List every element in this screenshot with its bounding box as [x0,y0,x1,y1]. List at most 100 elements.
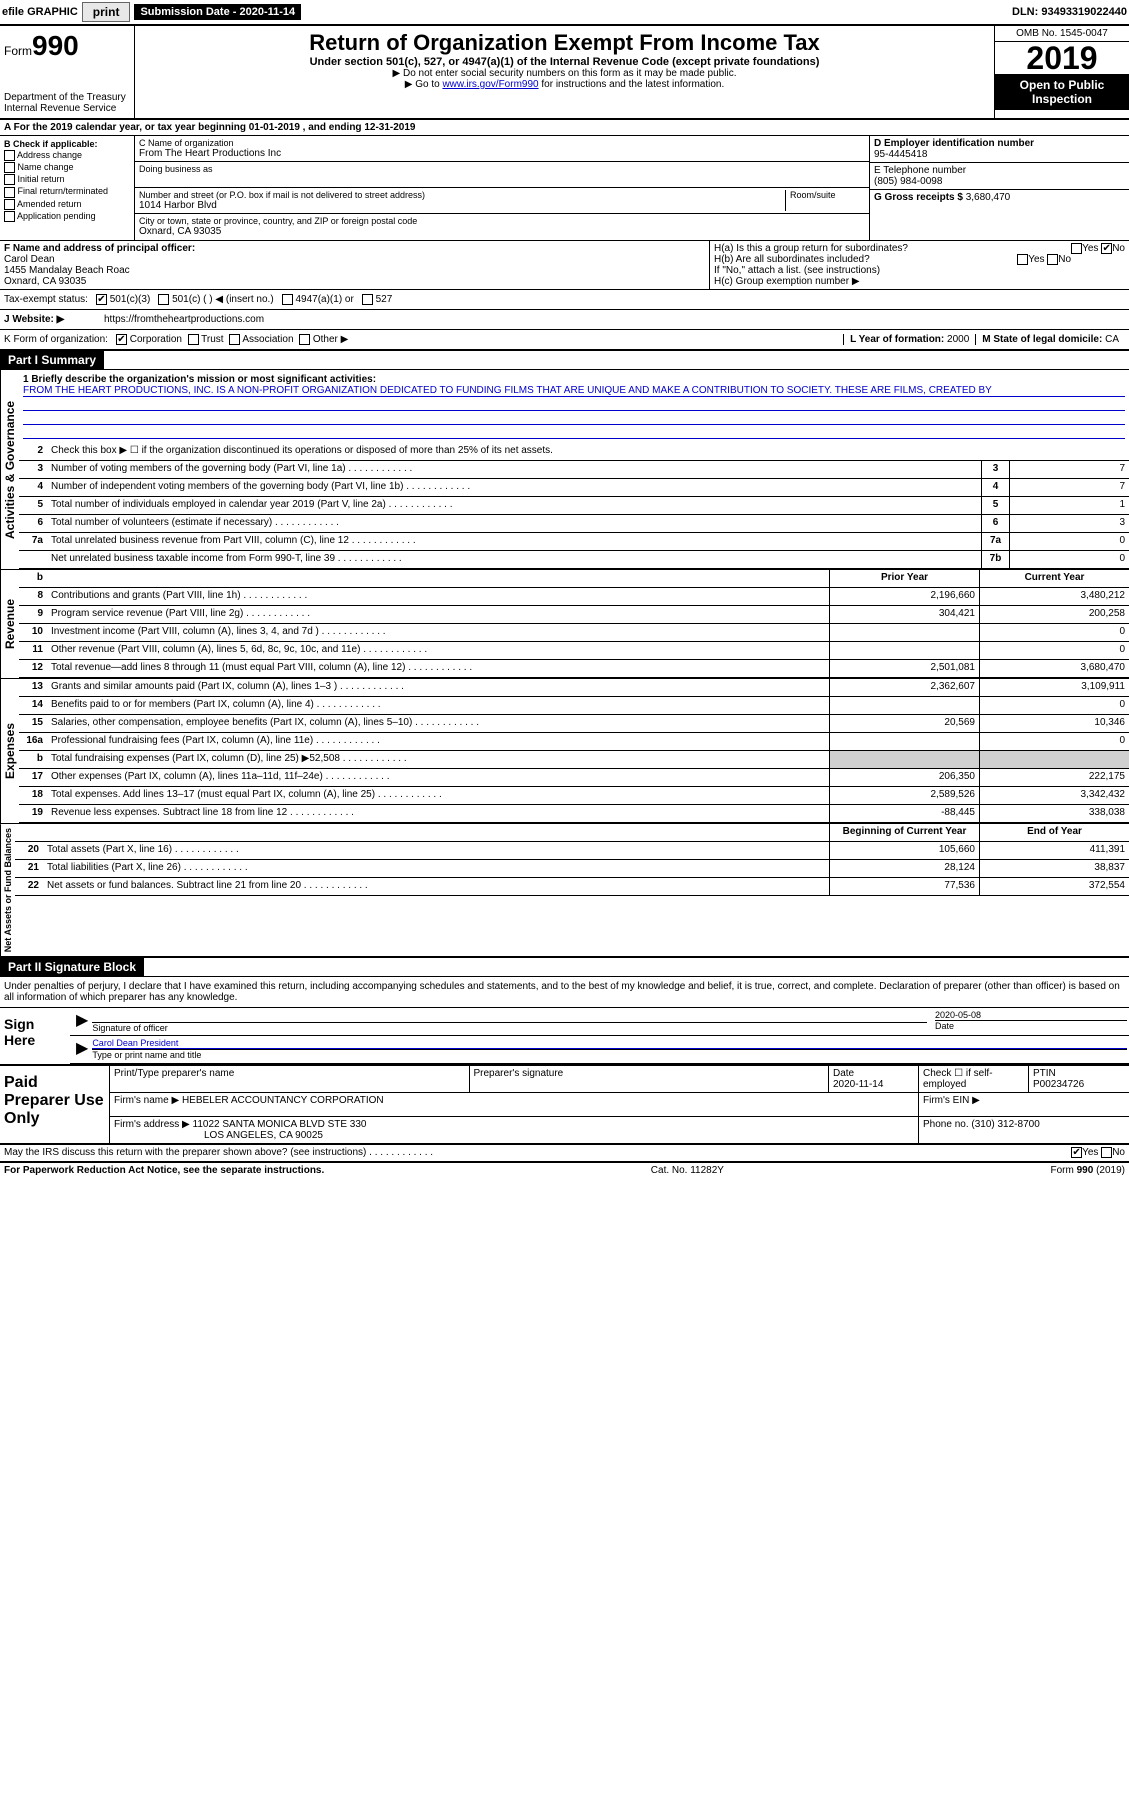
part1-net-assets: Net Assets or Fund Balances Beginning of… [0,824,1129,958]
prep-date: 2020-11-14 [833,1079,883,1090]
hb-row: H(b) Are all subordinates included? Yes … [714,254,1125,265]
prep-sig-label: Preparer's signature [470,1066,830,1092]
sig-officer-label: Signature of officer [92,1022,927,1033]
chk-501c3[interactable]: ✔ 501(c)(3) [96,294,150,305]
current-year-header: Current Year [979,570,1129,587]
firm-name-label: Firm's name ▶ [114,1095,179,1106]
firm-addr-label: Firm's address ▶ [114,1119,190,1130]
ein-value: 95-4445418 [874,149,1125,160]
chk-address-change[interactable]: Address change [4,150,130,161]
form-note-2: ▶ Go to www.irs.gov/Form990 for instruct… [139,79,990,90]
chk-assoc[interactable]: Association [229,334,293,345]
chk-527[interactable]: 527 [362,294,392,305]
ptin-value: P00234726 [1033,1079,1084,1090]
side-label-na: Net Assets or Fund Balances [0,824,15,956]
k-label: K Form of organization: [4,334,108,345]
chk-4947[interactable]: 4947(a)(1) or [282,294,354,305]
na-header: Beginning of Current Year End of Year [15,824,1129,842]
arrow-icon: ▶ [72,1010,92,1033]
chk-final-return[interactable]: Final return/terminated [4,186,130,197]
chk-initial-return[interactable]: Initial return [4,174,130,185]
firm-name: HEBELER ACCOUNTANCY CORPORATION [182,1095,384,1106]
part1-header-row: Part I Summary [0,351,1129,370]
officer-name: Carol Dean [4,254,705,265]
submission-date-label: Submission Date - 2020-11-14 [134,4,301,20]
side-label-rev: Revenue [0,570,19,678]
chk-app-pending[interactable]: Application pending [4,211,130,222]
paid-preparer-block: Paid Preparer Use Only Print/Type prepar… [0,1066,1129,1145]
print-button[interactable]: print [82,2,131,22]
ha-row: H(a) Is this a group return for subordin… [714,243,1125,254]
block-fh: F Name and address of principal officer:… [0,241,1129,290]
gross-label: G Gross receipts $ [874,192,966,203]
officer-addr1: 1455 Mandalay Beach Roac [4,265,705,276]
line-b: bTotal fundraising expenses (Part IX, co… [19,751,1129,769]
sig-name-row: ▶ Carol Dean President Type or print nam… [70,1036,1129,1064]
part1-revenue: Revenue b Prior Year Current Year 8Contr… [0,570,1129,679]
chk-name-change[interactable]: Name change [4,162,130,173]
q1-label: 1 Briefly describe the organization's mi… [23,374,1125,385]
row-k-org-form: K Form of organization: ✔ Corporation Tr… [0,330,1129,351]
org-name-label: C Name of organization [139,138,865,148]
prep-row-2: Firm's name ▶ HEBELER ACCOUNTANCY CORPOR… [110,1093,1129,1117]
ein-label: D Employer identification number [874,138,1125,149]
sig-name: Carol Dean President [92,1038,1127,1049]
col-b-title: B Check if applicable: [4,139,130,149]
chk-trust[interactable]: Trust [188,334,224,345]
top-bar: efile GRAPHIC print Submission Date - 20… [0,0,1129,26]
discuss-text: May the IRS discuss this return with the… [0,1145,979,1161]
state-domicile: M State of legal domicile: CA [975,334,1125,345]
open-inspection: Open to Public Inspection [995,74,1129,110]
paid-label: Paid Preparer Use Only [0,1066,110,1143]
firm-ein-label: Firm's EIN ▶ [919,1093,1129,1116]
hc-row: H(c) Group exemption number ▶ [714,276,1125,287]
website-url: https://fromtheheartproductions.com [104,314,264,325]
firm-phone: (310) 312-8700 [971,1119,1039,1130]
line-17: 17Other expenses (Part IX, column (A), l… [19,769,1129,787]
col-b-checkboxes: B Check if applicable: Address change Na… [0,136,135,240]
org-name: From The Heart Productions Inc [139,148,865,159]
street-value: 1014 Harbor Blvd [139,200,785,211]
form-title: Return of Organization Exempt From Incom… [139,30,990,56]
chk-corp[interactable]: ✔ Corporation [116,334,182,345]
chk-501c[interactable]: 501(c) ( ) ◀ (insert no.) [158,294,273,305]
website-label: J Website: ▶ [4,314,104,325]
chk-other[interactable]: Other ▶ [299,334,348,345]
col-d-ein: D Employer identification number 95-4445… [869,136,1129,240]
officer-addr2: Oxnard, CA 93035 [4,276,705,287]
form-header-center: Return of Organization Exempt From Incom… [135,26,994,118]
form-header: Form990 Department of the Treasury Inter… [0,26,1129,120]
prep-name-label: Print/Type preparer's name [110,1066,470,1092]
q1-text: FROM THE HEART PRODUCTIONS, INC. IS A NO… [23,385,1125,397]
col-f-officer: F Name and address of principal officer:… [0,241,709,289]
line-9: 9Program service revenue (Part VIII, lin… [19,606,1129,624]
sign-here-label: Sign Here [0,1008,70,1064]
rev-header: b Prior Year Current Year [19,570,1129,588]
row-a-tax-year: A For the 2019 calendar year, or tax yea… [0,120,1129,136]
line-11: 11Other revenue (Part VIII, column (A), … [19,642,1129,660]
row-tax-status: Tax-exempt status: ✔ 501(c)(3) 501(c) ( … [0,290,1129,310]
line-10: 10Investment income (Part VIII, column (… [19,624,1129,642]
phone-value: (805) 984-0098 [874,176,1125,187]
prep-row-3: Firm's address ▶ 11022 SANTA MONICA BLVD… [110,1117,1129,1143]
begin-year-header: Beginning of Current Year [829,824,979,841]
chk-amended[interactable]: Amended return [4,199,130,210]
prep-row-1: Print/Type preparer's name Preparer's si… [110,1066,1129,1093]
phone-label: E Telephone number [874,165,1125,176]
form990-link[interactable]: www.irs.gov/Form990 [442,79,538,90]
city-label: City or town, state or province, country… [139,216,865,226]
line-16a: 16aProfessional fundraising fees (Part I… [19,733,1129,751]
room-label: Room/suite [790,190,865,200]
gross-value: 3,680,470 [966,192,1011,203]
sig-date: 2020-05-08 [935,1010,1127,1020]
efile-label: efile GRAPHIC [2,6,78,18]
prep-check: Check ☐ if self-employed [919,1066,1029,1092]
hb-note: If "No," attach a list. (see instruction… [714,265,1125,276]
page-footer: For Paperwork Reduction Act Notice, see … [0,1163,1129,1178]
line-8: 8Contributions and grants (Part VIII, li… [19,588,1129,606]
line-7b: Net unrelated business taxable income fr… [19,551,1129,569]
line-20: 20Total assets (Part X, line 16)105,6604… [15,842,1129,860]
end-year-header: End of Year [979,824,1129,841]
officer-label: F Name and address of principal officer: [4,243,705,254]
sign-block: Sign Here ▶ Signature of officer 2020-05… [0,1008,1129,1066]
